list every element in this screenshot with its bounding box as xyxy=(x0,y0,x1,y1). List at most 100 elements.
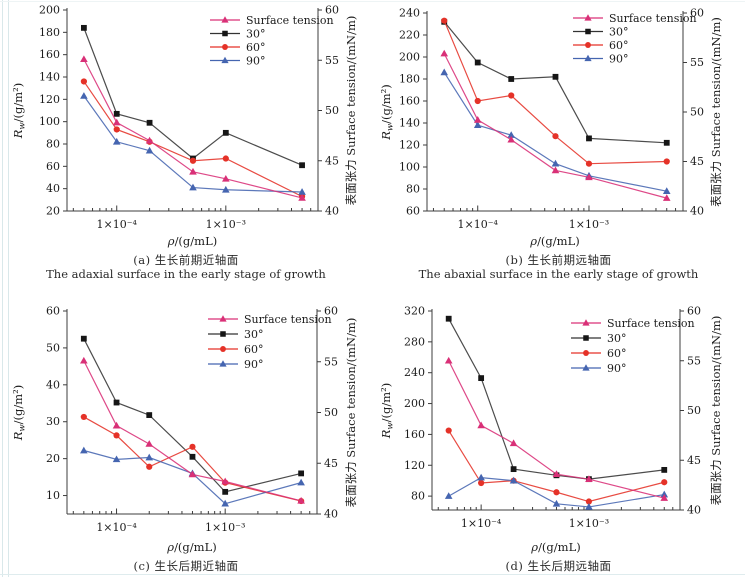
svg-text:60: 60 xyxy=(325,4,339,17)
svg-text:60: 60 xyxy=(46,160,60,173)
chart-a-series-deg90 xyxy=(80,92,306,195)
legend-label-deg60: 60° xyxy=(244,343,264,356)
svg-text:55: 55 xyxy=(690,56,704,69)
chart-c-left-axis-label: Rw/(g/m²) xyxy=(11,385,28,442)
svg-text:60: 60 xyxy=(406,205,420,218)
legend-label-surface_tension: Surface tension xyxy=(607,317,695,330)
chart-c: 10 20 30 40 50 60 40 45 50 55 60 1×10⁻⁴ 1×10⁻³ Rw/(g/… xyxy=(0,292,372,577)
svg-text:1×10⁻⁴: 1×10⁻⁴ xyxy=(96,521,137,534)
chart-d-caption-cn: (d) 生长后期远轴面 xyxy=(505,559,612,573)
legend-label-deg90: 90° xyxy=(246,54,266,67)
svg-text:20: 20 xyxy=(46,205,60,218)
svg-text:200: 200 xyxy=(39,4,60,17)
svg-text:45: 45 xyxy=(325,154,339,167)
svg-text:200: 200 xyxy=(399,51,420,64)
svg-text:120: 120 xyxy=(39,93,60,106)
legend-label-deg30: 30° xyxy=(609,25,629,38)
chart-b-canvas: 60 80 100 120 140 160 180 200 220 240 40 45 50 55 60 1×… xyxy=(379,7,723,249)
chart-b-caption-cn: (b) 生长前期远轴面 xyxy=(505,253,612,267)
legend-label-deg90: 90° xyxy=(244,358,264,371)
svg-text:320: 320 xyxy=(404,305,425,318)
svg-text:60: 60 xyxy=(687,305,701,318)
chart-b-right-axis-label: 表面张力 Surface tension/(mN/m) xyxy=(709,17,723,207)
chart-b-series-deg90 xyxy=(440,68,671,194)
chart-a-caption-en: The adaxial surface in the early stage o… xyxy=(46,266,326,281)
svg-text:200: 200 xyxy=(404,397,425,410)
svg-text:1×10⁻³: 1×10⁻³ xyxy=(569,218,609,231)
chart-c-series-deg30 xyxy=(80,335,305,495)
svg-text:160: 160 xyxy=(404,428,425,441)
svg-text:20: 20 xyxy=(46,452,60,465)
chart-c-canvas: 10 20 30 40 50 60 40 45 50 55 60 1×10⁻⁴ 1×10⁻³ Rw/(g/… xyxy=(11,305,358,555)
svg-text:40: 40 xyxy=(325,205,339,218)
svg-text:50: 50 xyxy=(325,104,339,117)
svg-text:55: 55 xyxy=(324,355,338,368)
chart-b-series-surface_tension xyxy=(440,49,671,201)
legend-label-deg60: 60° xyxy=(609,39,629,52)
legend-label-surface_tension: Surface tension xyxy=(244,313,332,326)
chart-a-caption: (a) 生长前期近轴面 The adaxial surface in the e… xyxy=(0,253,372,281)
page-edge-line xyxy=(0,574,745,575)
chart-a-x-axis-label: ρ/(g/mL) xyxy=(167,234,217,248)
chart-d-axes xyxy=(428,309,684,511)
svg-text:100: 100 xyxy=(39,115,60,128)
chart-c-axes xyxy=(63,309,321,515)
svg-text:240: 240 xyxy=(404,366,425,379)
svg-text:180: 180 xyxy=(39,26,60,39)
chart-c-legend: Surface tension 30° 60° 90° xyxy=(208,313,332,371)
chart-b-x-axis-label: ρ/(g/mL) xyxy=(529,234,579,248)
chart-d-legend: Surface tension 30° 60° 90° xyxy=(571,317,695,375)
chart-a: 20 40 60 80 100 120 140 160 180 200 40 45 50 55 60 1×10… xyxy=(0,0,372,292)
legend-label-deg60: 60° xyxy=(246,41,266,54)
svg-text:40: 40 xyxy=(46,182,60,195)
chart-d-x-axis-label: ρ/(g/mL) xyxy=(530,540,580,554)
svg-text:160: 160 xyxy=(399,95,420,108)
page-edge-line xyxy=(0,1,745,2)
legend-label-deg30: 30° xyxy=(244,328,264,341)
svg-text:45: 45 xyxy=(690,155,704,168)
legend-label-surface_tension: Surface tension xyxy=(246,14,334,27)
svg-text:280: 280 xyxy=(404,335,425,348)
svg-text:120: 120 xyxy=(404,459,425,472)
svg-text:40: 40 xyxy=(687,504,701,517)
svg-text:40: 40 xyxy=(46,378,60,391)
svg-text:1×10⁻⁴: 1×10⁻⁴ xyxy=(461,517,502,530)
svg-text:45: 45 xyxy=(687,454,701,467)
svg-text:60: 60 xyxy=(46,305,60,318)
svg-text:80: 80 xyxy=(406,183,420,196)
svg-text:120: 120 xyxy=(399,139,420,152)
svg-text:80: 80 xyxy=(46,138,60,151)
chart-a-canvas: 20 40 60 80 100 120 140 160 180 200 40 45 50 55 60 1×10… xyxy=(11,4,358,249)
svg-text:55: 55 xyxy=(325,54,339,67)
svg-text:55: 55 xyxy=(687,354,701,367)
chart-d-series-surface_tension xyxy=(444,356,669,501)
svg-text:1×10⁻⁴: 1×10⁻⁴ xyxy=(458,218,499,231)
svg-text:50: 50 xyxy=(46,341,60,354)
chart-c-series-surface_tension xyxy=(80,356,305,504)
legend-label-deg90: 90° xyxy=(609,52,629,65)
chart-d-series-deg60 xyxy=(445,427,668,505)
chart-b-caption-en: The abaxial surface in the early stage o… xyxy=(418,266,699,281)
svg-text:60: 60 xyxy=(324,305,338,318)
chart-a-axes xyxy=(63,8,322,212)
svg-text:160: 160 xyxy=(39,48,60,61)
chart-c-right-axis-label: 表面张力 Surface tension/(mN/m) xyxy=(344,318,358,508)
chart-d-caption: (d) 生长后期远轴面 xyxy=(372,559,745,574)
svg-text:180: 180 xyxy=(399,73,420,86)
chart-a-right-axis-label: 表面张力 Surface tension/(mN/m) xyxy=(344,16,358,206)
svg-text:80: 80 xyxy=(411,490,425,503)
svg-text:10: 10 xyxy=(46,489,60,502)
chart-d-left-axis-label: Rw/(g/m²) xyxy=(379,383,396,440)
svg-text:40: 40 xyxy=(690,205,704,218)
svg-text:1×10⁻³: 1×10⁻³ xyxy=(205,521,245,534)
svg-text:50: 50 xyxy=(687,404,701,417)
chart-c-caption-cn: (c) 生长后期近轴面 xyxy=(133,559,239,573)
chart-b-series-deg60 xyxy=(441,17,670,167)
legend-label-deg90: 90° xyxy=(607,362,627,375)
chart-a-series-deg30 xyxy=(80,24,305,169)
chart-c-x-axis-label: ρ/(g/mL) xyxy=(166,540,216,554)
chart-a-caption-cn: (a) 生长前期近轴面 xyxy=(133,253,239,267)
svg-text:50: 50 xyxy=(690,106,704,119)
